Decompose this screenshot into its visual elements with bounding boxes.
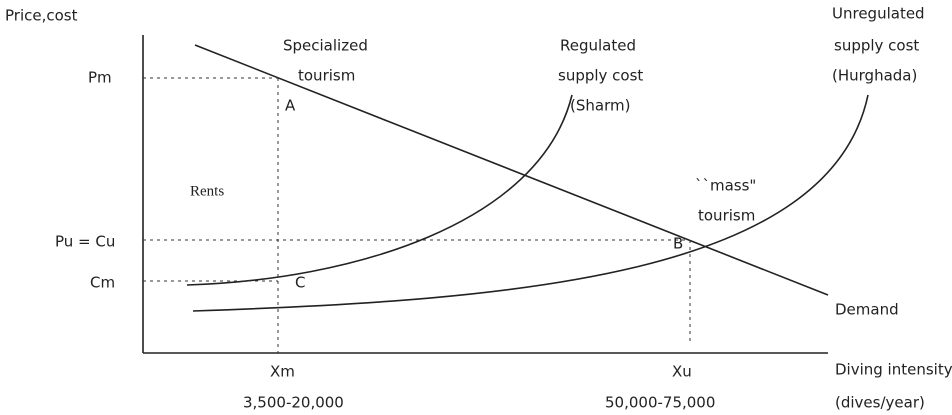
regulated-curve (186, 94, 573, 286)
curve-label: tourism (298, 67, 355, 85)
curve-label: Specialized (283, 37, 368, 55)
point-label: B (673, 235, 683, 253)
curve-label: supply cost (834, 37, 919, 55)
curve-label: Unregulated (832, 5, 925, 23)
x-label: Xu (672, 363, 692, 381)
curve-label: supply cost (558, 67, 643, 85)
y-label: Pm (88, 69, 112, 87)
x-range: 3,500-20,000 (243, 394, 344, 412)
point-label: A (285, 97, 296, 115)
demand-curve (194, 44, 829, 296)
curve-label: tourism (698, 207, 755, 225)
y-label: Cm (90, 274, 115, 292)
curve-label: Demand (835, 301, 899, 319)
point-label: C (295, 274, 305, 292)
y-label: Pu = Cu (55, 233, 115, 251)
curve-label: ``mass" (695, 177, 756, 195)
x-range: 50,000-75,000 (605, 394, 715, 412)
x-axis-label: Diving intensity (835, 361, 952, 379)
y-axis-label: Price,cost (5, 7, 78, 25)
unregulated-curve (192, 94, 869, 312)
region-label: Rents (190, 183, 224, 199)
x-axis-label: (dives/year) (835, 394, 925, 412)
curve-label: Regulated (560, 37, 636, 55)
curve-label: (Sharm) (570, 97, 630, 115)
x-label: Xm (270, 363, 295, 381)
curve-label: (Hurghada) (832, 67, 917, 85)
